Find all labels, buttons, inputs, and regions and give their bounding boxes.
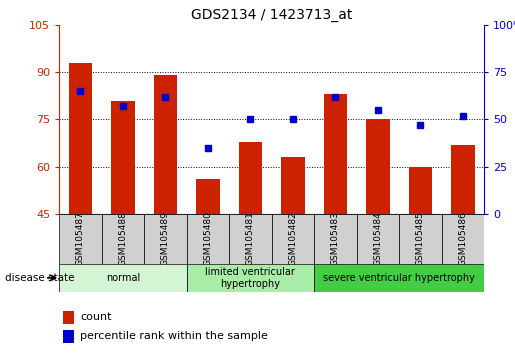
Text: GSM105485: GSM105485 (416, 211, 425, 267)
Text: count: count (80, 312, 112, 322)
Bar (356, 214, 399, 264)
Bar (409, 167, 432, 214)
Bar (229, 214, 271, 264)
Bar (154, 75, 177, 214)
Bar (281, 157, 304, 214)
Bar (144, 214, 186, 264)
Text: disease state: disease state (5, 273, 75, 283)
Text: GSM105484: GSM105484 (373, 212, 382, 266)
Bar (111, 101, 134, 214)
Title: GDS2134 / 1423713_at: GDS2134 / 1423713_at (191, 8, 352, 22)
Text: GSM105487: GSM105487 (76, 211, 85, 267)
Text: limited ventricular
hypertrophy: limited ventricular hypertrophy (205, 267, 296, 289)
Bar (366, 119, 389, 214)
Bar (69, 63, 92, 214)
Bar (186, 264, 314, 292)
Text: percentile rank within the sample: percentile rank within the sample (80, 331, 268, 341)
Bar (59, 214, 102, 264)
Bar (314, 264, 484, 292)
Bar (102, 214, 144, 264)
Bar (399, 214, 442, 264)
Bar (63, 311, 74, 324)
Bar (196, 179, 219, 214)
Bar (324, 94, 347, 214)
Bar (186, 214, 229, 264)
Text: severe ventricular hypertrophy: severe ventricular hypertrophy (323, 273, 475, 283)
Bar (239, 142, 262, 214)
Text: GSM105483: GSM105483 (331, 211, 340, 267)
Bar (314, 214, 356, 264)
Bar (59, 264, 186, 292)
Bar (272, 214, 314, 264)
Text: GSM105480: GSM105480 (203, 211, 212, 267)
Text: GSM105489: GSM105489 (161, 211, 170, 267)
Text: normal: normal (106, 273, 140, 283)
Text: GSM105482: GSM105482 (288, 212, 297, 266)
Text: GSM105481: GSM105481 (246, 211, 255, 267)
Bar (441, 214, 484, 264)
Text: GSM105486: GSM105486 (458, 211, 467, 267)
Text: GSM105488: GSM105488 (118, 211, 127, 267)
Bar (63, 330, 74, 343)
Bar (451, 145, 474, 214)
